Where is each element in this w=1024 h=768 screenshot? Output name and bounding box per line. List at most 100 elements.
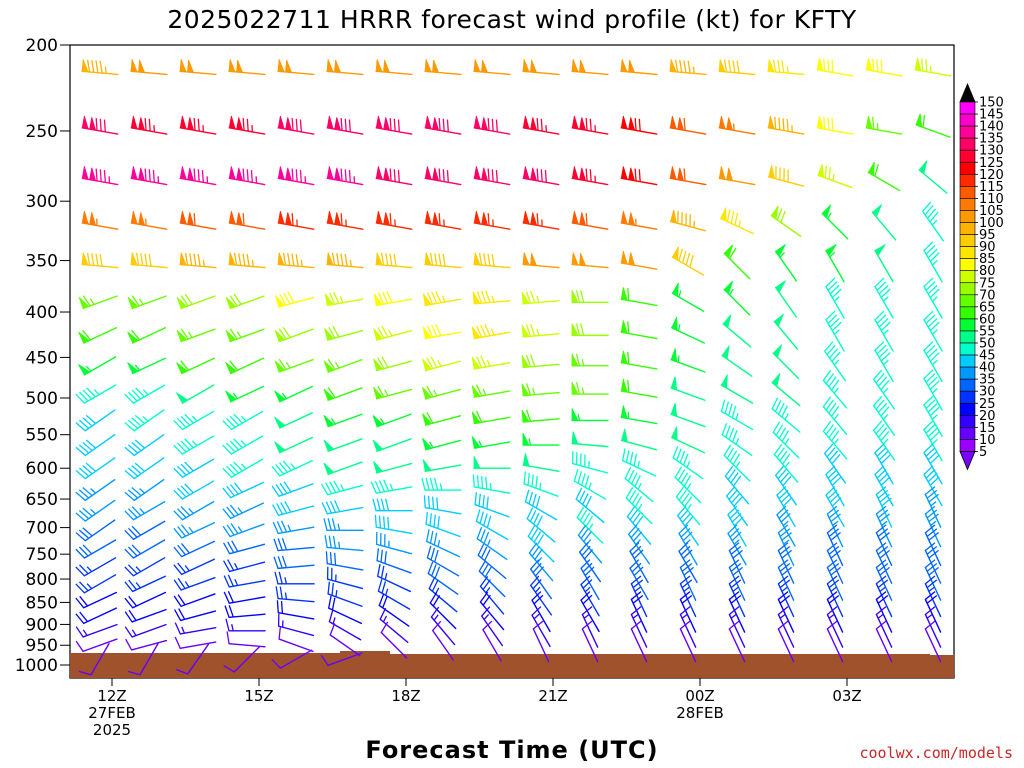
barb-flag [731, 493, 741, 504]
barb-flag [827, 59, 830, 72]
barb-flag [876, 344, 887, 355]
barb-half-flag [233, 563, 239, 570]
barb-flag [726, 209, 731, 222]
barb-flag [831, 288, 842, 299]
barb-flag [173, 467, 183, 478]
wind-barb [576, 506, 604, 544]
barb-half-flag [490, 328, 495, 336]
barb-flag [530, 324, 536, 337]
barb-flag [82, 486, 93, 497]
barb-flag [879, 513, 890, 523]
barb-staff [326, 484, 364, 496]
colorbar-swatch [959, 186, 976, 199]
barb-half-flag [240, 463, 247, 470]
barb-flag [872, 116, 875, 130]
barb-flag [384, 551, 387, 564]
wind-barb [225, 328, 265, 343]
wind-barb [924, 620, 942, 663]
barb-half-flag [637, 460, 640, 468]
wind-barb [722, 314, 752, 348]
barb-flag [173, 510, 183, 521]
barb-staff [132, 384, 166, 404]
barb-flag [484, 549, 491, 561]
wind-barb [773, 444, 799, 483]
wind-barb [865, 115, 903, 135]
barb-flag [430, 356, 438, 368]
barb-flag [824, 165, 828, 178]
barb-half-flag [588, 523, 594, 530]
barb-flag [878, 450, 889, 461]
barb-flag [226, 631, 230, 644]
barb-flag [82, 329, 91, 341]
barb-flag [730, 472, 739, 484]
barb-staff [826, 598, 844, 633]
barb-staff [531, 599, 551, 633]
barb-flag [79, 611, 88, 622]
barb-pennant [225, 329, 237, 343]
barb-flag [776, 486, 787, 496]
x-tick-label: 2025 [93, 721, 131, 739]
y-tick-label: 700 [26, 519, 58, 539]
wind-barb [223, 540, 266, 555]
barb-flag [684, 516, 694, 527]
colorbar-swatch [959, 390, 976, 404]
barb-flag [536, 118, 539, 131]
barb-half-flag [181, 626, 186, 634]
wind-barb [323, 461, 363, 476]
barb-flag [491, 118, 494, 132]
barb-flag [184, 461, 194, 472]
barb-half-flag [583, 613, 590, 619]
barb-flag [878, 402, 888, 413]
barb-staff [728, 598, 746, 633]
barb-half-flag [139, 508, 145, 514]
barb-staff [822, 405, 848, 435]
barb-flag [135, 252, 140, 266]
barb-staff [630, 628, 648, 663]
barb-flag [222, 508, 232, 519]
wind-barb [620, 320, 658, 340]
wind-barb [923, 341, 943, 383]
barb-flag [321, 502, 328, 515]
wind-barb [924, 505, 942, 548]
barb-flag [679, 620, 691, 630]
barb-staff [874, 473, 894, 507]
wind-barb [875, 505, 893, 548]
wind-barb [571, 408, 609, 422]
credit-link[interactable]: coolwx.com/models [859, 744, 1013, 762]
colorbar-swatch [959, 282, 976, 296]
barb-flag [376, 498, 381, 511]
barb-flag [124, 548, 134, 559]
barb-flag [131, 295, 140, 307]
barb-half-flag [733, 539, 740, 545]
wind-barb [124, 409, 165, 432]
colorbar-label: 15 [979, 421, 996, 436]
wind-barb [124, 575, 167, 593]
wind-barb [327, 581, 363, 607]
barb-flag [124, 626, 133, 638]
wind-barb [821, 204, 849, 240]
wind-barb [127, 327, 167, 344]
barb-half-flag [191, 440, 198, 447]
wind-barb [825, 465, 845, 507]
barb-flag [436, 497, 439, 510]
barb-flag [75, 491, 86, 501]
barb-pennant [225, 296, 237, 309]
barb-flag [291, 118, 294, 131]
barb-flag [222, 525, 231, 537]
barb-staff [580, 599, 600, 633]
barb-staff [571, 462, 609, 474]
barb-flag [874, 465, 885, 475]
barb-flag [135, 387, 145, 398]
barb-staff [229, 523, 265, 538]
wind-barb [826, 505, 844, 548]
wind-barb [473, 115, 511, 135]
barb-flag [875, 373, 885, 384]
wind-barb [772, 344, 800, 380]
barb-flag [582, 562, 593, 573]
barb-flag [528, 542, 538, 554]
y-tick-label: 950 [26, 636, 58, 656]
barb-pennant [179, 115, 187, 130]
barb-flag [334, 500, 341, 512]
barb-half-flag [437, 360, 442, 367]
barb-flag [229, 440, 240, 451]
